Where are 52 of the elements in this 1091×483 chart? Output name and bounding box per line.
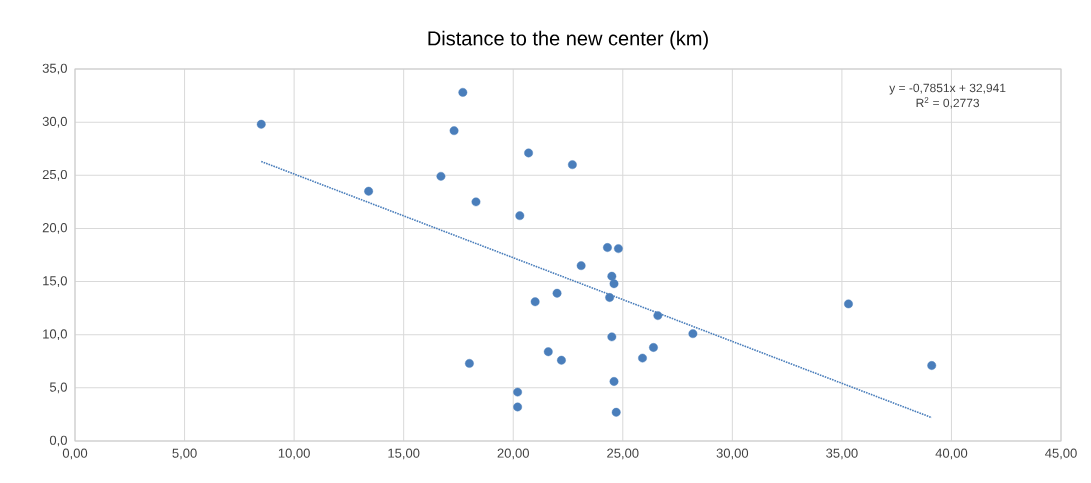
y-tick-label: 25,0 xyxy=(42,169,67,181)
point xyxy=(364,186,374,196)
x-tick-label: 20,00 xyxy=(497,448,529,460)
point xyxy=(524,148,533,158)
annotation: y = -0,7851x + 32,941 xyxy=(889,83,1006,95)
point xyxy=(513,387,523,397)
point xyxy=(465,359,474,368)
point xyxy=(609,377,619,386)
y-tick-label: 5,0 xyxy=(49,382,67,394)
y-tick-label: 30,0 xyxy=(42,116,67,128)
point xyxy=(653,311,663,320)
point xyxy=(611,407,621,417)
point xyxy=(513,402,523,412)
y-tick-label: 35,0 xyxy=(42,63,67,75)
point xyxy=(552,288,562,298)
point xyxy=(609,279,619,289)
point xyxy=(449,126,459,136)
point xyxy=(638,353,647,363)
chart-title: Distance to the new center (km) xyxy=(428,30,708,50)
x-tick-label: 0,00 xyxy=(62,448,88,460)
point xyxy=(927,361,937,370)
point xyxy=(607,271,617,281)
point xyxy=(471,197,481,207)
y-tick-label: 20,0 xyxy=(42,223,67,234)
point xyxy=(614,244,623,254)
y-tick-label: 0,0 xyxy=(49,435,67,447)
point xyxy=(607,332,617,342)
x-tick-label: 25,00 xyxy=(607,448,639,460)
x-tick-label: 10,00 xyxy=(278,448,310,460)
y-tick-label: 15,0 xyxy=(43,276,67,287)
point xyxy=(576,261,586,271)
point xyxy=(649,343,658,352)
point xyxy=(515,211,525,221)
x-tick-label: 35,00 xyxy=(826,448,858,460)
point xyxy=(458,87,468,97)
x-tick-label: 15,00 xyxy=(388,448,420,460)
x-tick-label: 5,00 xyxy=(172,448,197,460)
x-tick-label: 40,00 xyxy=(935,448,968,460)
point xyxy=(530,297,540,307)
point xyxy=(557,355,566,365)
point xyxy=(844,299,853,309)
x-tick-label: 45,00 xyxy=(1045,448,1077,460)
point xyxy=(688,329,698,339)
annotation: R$^{2}$ = 0,2773 xyxy=(916,97,980,109)
point xyxy=(603,243,612,252)
x-tick-label: 30,00 xyxy=(716,448,749,460)
y-tick-label: 10,0 xyxy=(43,329,67,341)
point xyxy=(543,347,553,357)
point xyxy=(567,160,577,170)
point xyxy=(605,293,615,302)
point xyxy=(256,119,266,129)
point xyxy=(436,171,446,181)
